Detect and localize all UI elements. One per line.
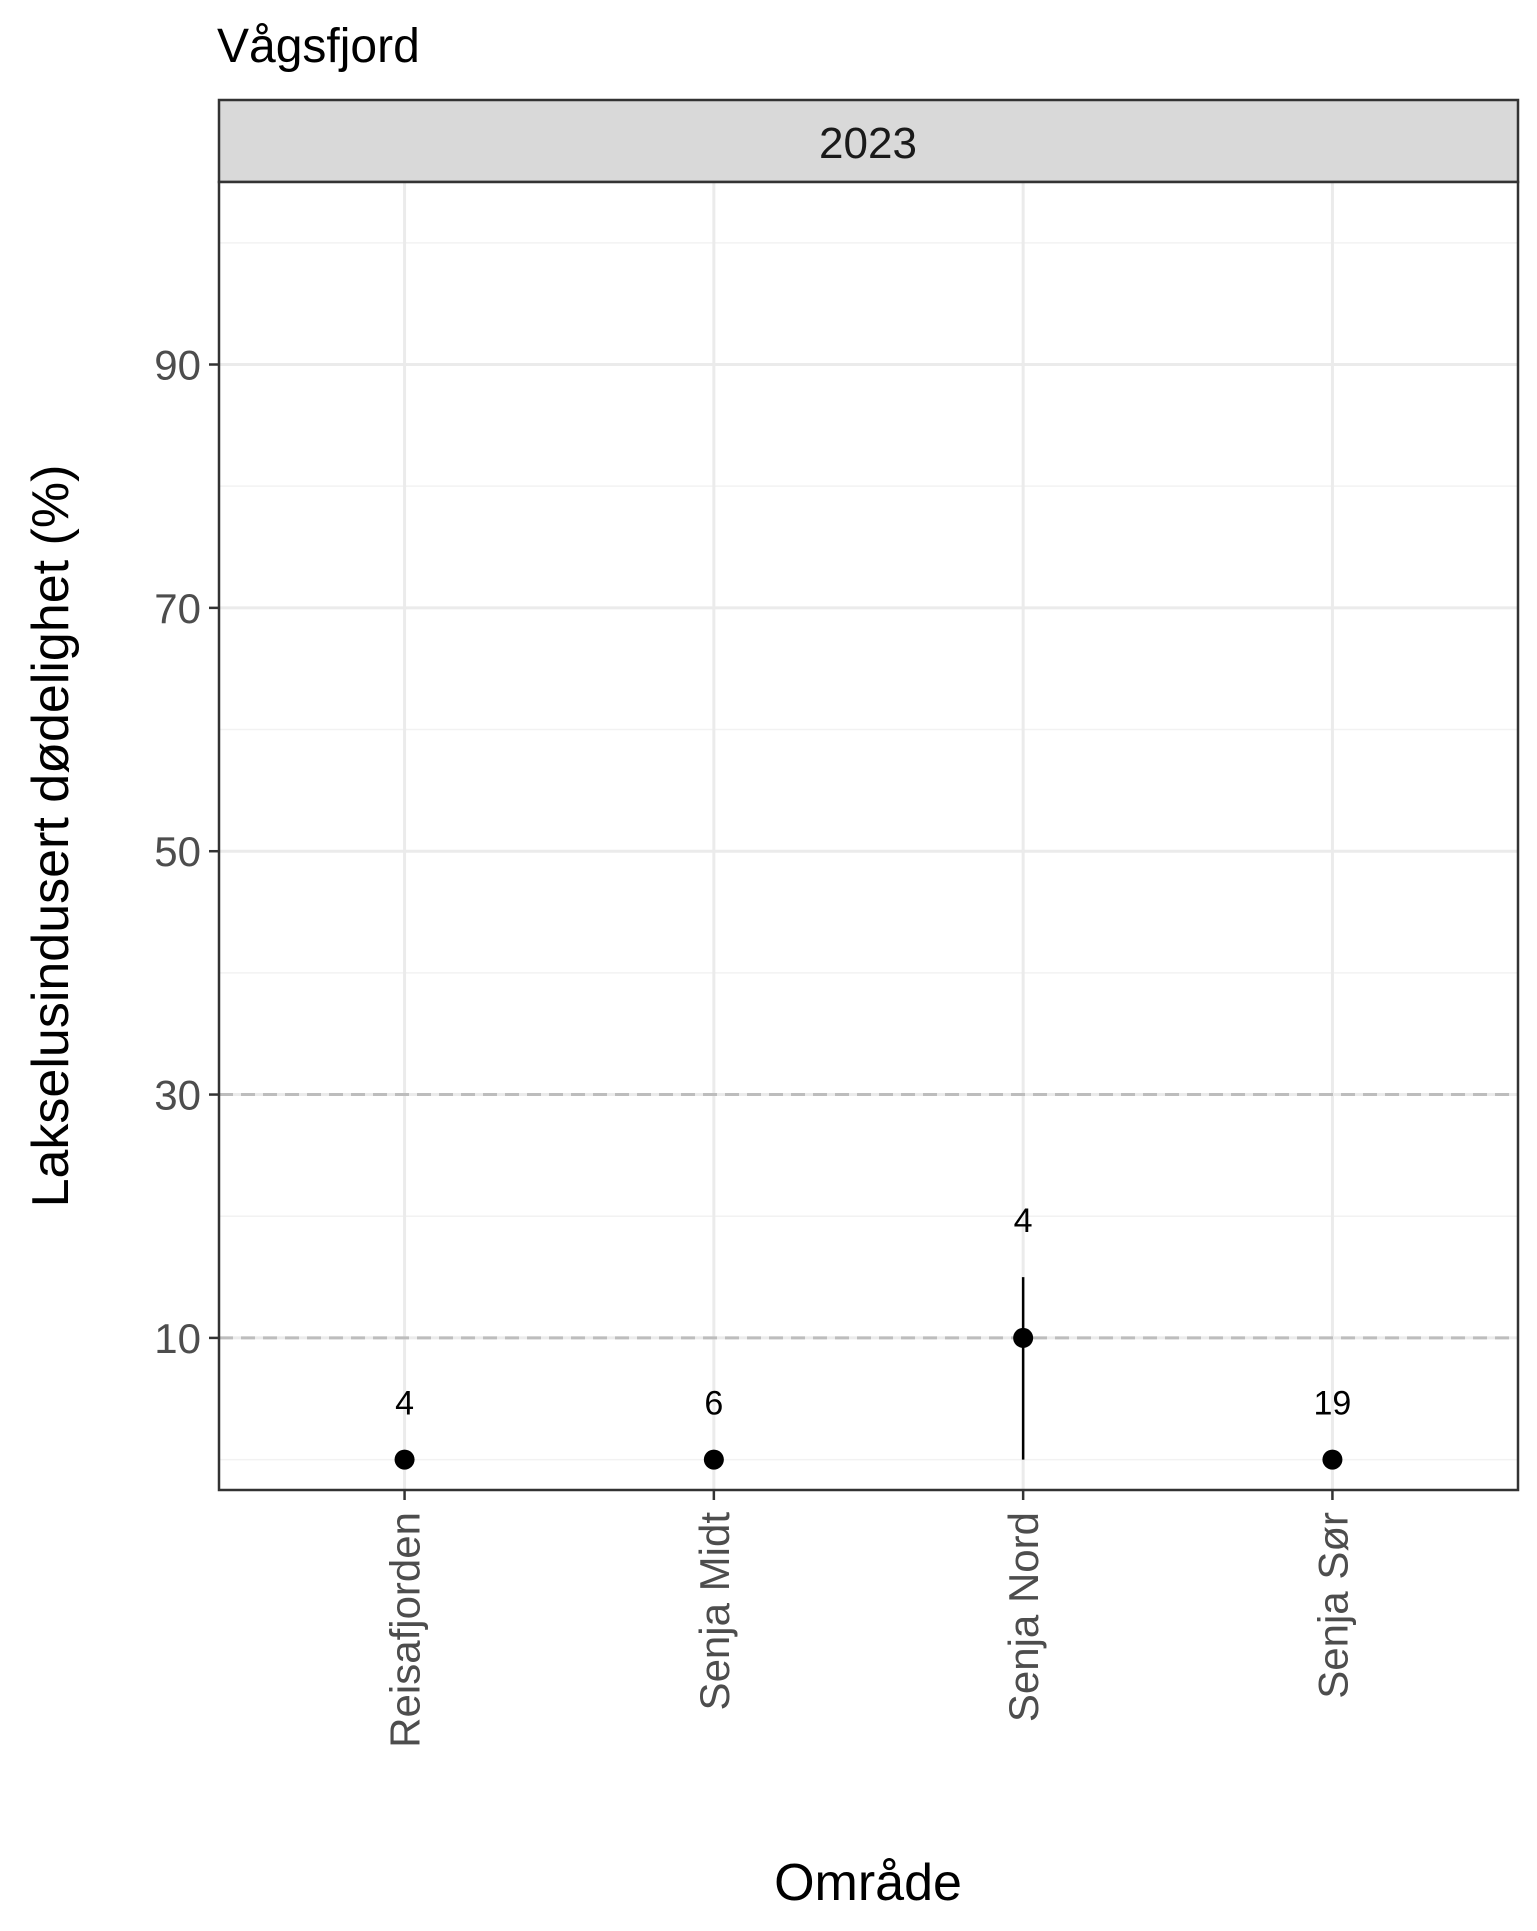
reference-lines (219, 1093, 1518, 1340)
axes: 10 30 50 70 90 Reisafjorden Senja Midt Senja No… (154, 342, 1356, 1748)
data-point (1322, 1449, 1343, 1470)
y-tick-label: 50 (154, 828, 201, 875)
x-tick-label: Reisafjorden (382, 1512, 429, 1748)
x-tick-label: Senja Sør (1309, 1512, 1356, 1699)
facet-strip (217, 98, 1520, 184)
data-point (394, 1449, 415, 1470)
data-marks: 4 6 4 19 (394, 1202, 1352, 1470)
data-point (1013, 1327, 1034, 1348)
point-count-label: 4 (395, 1385, 414, 1423)
y-axis-title: Lakselusindusert dødelighet (%) (22, 465, 80, 1208)
x-tick-label: Senja Midt (691, 1512, 738, 1711)
x-tick-label: Senja Nord (1000, 1512, 1047, 1722)
y-tick-label: 30 (154, 1072, 201, 1119)
y-tick-label: 70 (154, 585, 201, 632)
point-count-label: 4 (1014, 1202, 1033, 1240)
plot-panel-border (217, 180, 1520, 1492)
x-axis-title: Område (774, 1854, 962, 1912)
point-count-label: 19 (1314, 1385, 1352, 1423)
y-tick-label: 10 (154, 1315, 201, 1362)
plot-panel (219, 182, 1518, 1490)
point-count-label: 6 (704, 1385, 723, 1423)
facet-strip-label: 2023 (819, 119, 917, 168)
data-point (703, 1449, 724, 1470)
chart-title: Vågsfjord (217, 20, 420, 73)
y-tick-label: 90 (154, 342, 201, 389)
